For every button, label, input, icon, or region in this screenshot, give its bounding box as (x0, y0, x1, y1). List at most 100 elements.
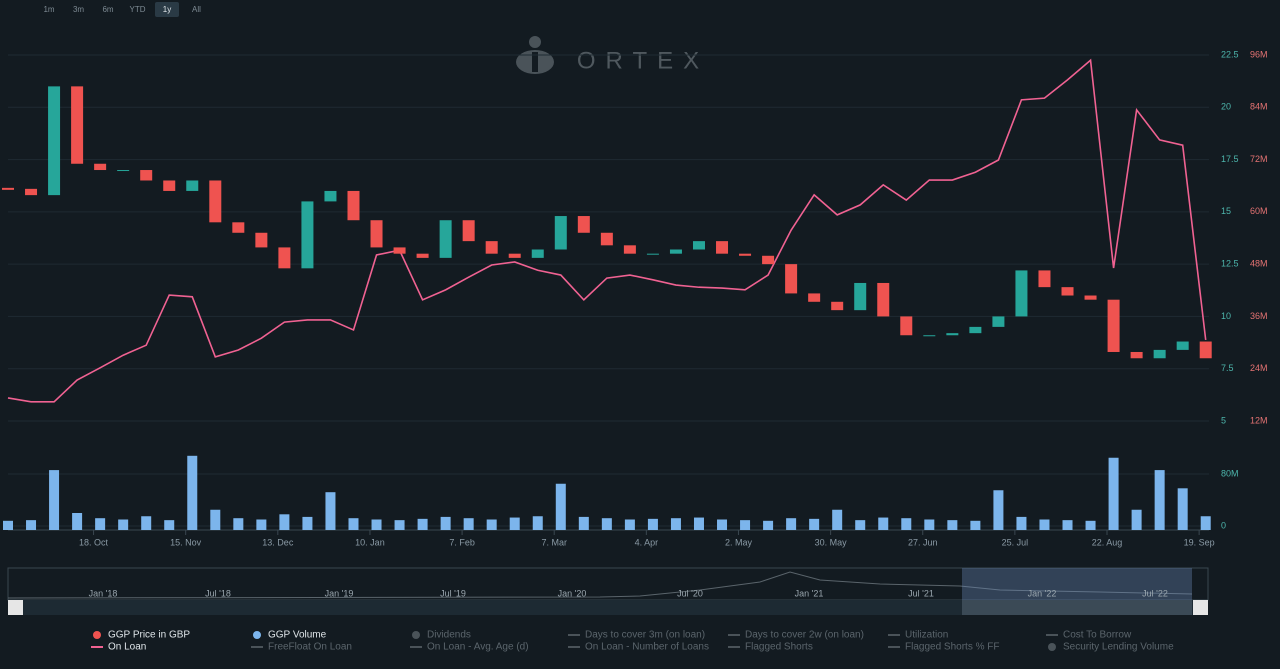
range-button[interactable]: 1m (43, 5, 54, 14)
volume-bar (601, 518, 612, 530)
range-button[interactable]: All (192, 5, 201, 14)
y-tick-label: 10 (1221, 311, 1231, 321)
volume-bar (26, 520, 37, 530)
candle (462, 220, 475, 242)
legend-item[interactable]: Days to cover 3m (on loan) (585, 630, 705, 641)
volume-bar (348, 518, 359, 530)
legend-item[interactable]: GGP Volume (268, 630, 327, 641)
legend-item[interactable]: On Loan - Number of Loans (585, 642, 709, 653)
volume-bar (970, 520, 981, 530)
x-tick-label: 19. Sep (1184, 537, 1215, 547)
candle (163, 180, 176, 191)
y2-tick-label: 12M (1250, 415, 1268, 425)
candle (1038, 270, 1051, 288)
y-tick-label: 12.5 (1221, 259, 1239, 269)
legend-item[interactable]: FreeFloat On Loan (268, 642, 352, 653)
candle (762, 255, 775, 265)
legend-item[interactable]: GGP Price in GBP (108, 630, 190, 641)
logo (516, 36, 554, 74)
range-button[interactable]: YTD (130, 5, 146, 14)
scroll-left[interactable] (8, 600, 23, 615)
x-tick-label: 7. Mar (541, 537, 567, 547)
range-button[interactable]: 6m (102, 5, 113, 14)
legend-item[interactable]: Days to cover 2w (on loan) (745, 630, 864, 641)
legend-item[interactable]: Security Lending Volume (1063, 642, 1174, 653)
navigator-label: Jul '21 (908, 588, 934, 598)
range-button-selected[interactable] (155, 2, 179, 17)
candle (94, 163, 107, 171)
candle (1199, 341, 1212, 359)
legend-item[interactable]: Utilization (905, 630, 948, 641)
volume-bar (555, 483, 566, 530)
volume-tick-label: 80M (1221, 468, 1239, 478)
volume-bar (578, 516, 589, 530)
y2-tick-label: 72M (1250, 154, 1268, 164)
volume-bar (532, 516, 543, 530)
volume-bar (371, 519, 382, 530)
y-tick-label: 22.5 (1221, 49, 1239, 59)
y-tick-label: 7.5 (1221, 363, 1234, 373)
legend-item[interactable]: On Loan - Avg. Age (d) (427, 642, 529, 653)
candle (370, 220, 383, 248)
volume-bar (417, 518, 428, 530)
candle (2, 187, 14, 190)
volume-bar (72, 513, 83, 530)
candle (692, 241, 705, 250)
candle (1130, 351, 1143, 359)
candle (48, 86, 61, 196)
range-button[interactable]: 3m (73, 5, 84, 14)
volume-bar (440, 516, 451, 530)
candle (831, 301, 844, 311)
legend-marker (412, 631, 420, 639)
volume-bar (463, 518, 474, 530)
volume-bar (947, 520, 958, 530)
navigator-label: Jan '21 (795, 588, 824, 598)
navigator-selection[interactable] (962, 568, 1192, 600)
legend-marker (93, 631, 101, 639)
legend-item[interactable]: On Loan (108, 642, 146, 653)
x-tick-label: 13. Dec (262, 537, 294, 547)
volume-bar (509, 517, 520, 530)
scrollbar (8, 600, 1208, 615)
legend-item[interactable]: Dividends (427, 630, 471, 641)
volume-bar (233, 518, 244, 530)
y2-tick-label: 24M (1250, 363, 1268, 373)
navigator-label: Jan '18 (89, 588, 118, 598)
volume-bar (647, 518, 658, 530)
navigator-label: Jan '19 (325, 588, 354, 598)
volume-bar (279, 514, 290, 530)
x-tick-label: 7. Feb (449, 537, 475, 547)
legend-item[interactable]: Flagged Shorts (745, 642, 813, 653)
volume-bar (141, 516, 152, 530)
candle (140, 170, 153, 181)
candle (186, 180, 199, 191)
candle (623, 245, 636, 254)
volume-bar (786, 518, 797, 530)
candle (900, 316, 913, 336)
scrollbar-thumb[interactable] (962, 600, 1192, 615)
candle (393, 247, 406, 254)
candle (577, 216, 590, 233)
volume-bar (901, 518, 912, 530)
volume-bar (809, 518, 820, 530)
x-tick-label: 25. Jul (1002, 537, 1029, 547)
volume-bar (1039, 519, 1050, 530)
legend-item[interactable]: Cost To Borrow (1063, 630, 1132, 641)
candle (117, 170, 130, 172)
legend-item[interactable]: Flagged Shorts % FF (905, 642, 999, 653)
candle (716, 241, 729, 254)
volume-bar (187, 455, 198, 530)
range-button[interactable]: 1y (163, 5, 171, 14)
y2-tick-label: 60M (1250, 206, 1268, 216)
candle (785, 264, 798, 294)
y-tick-label: 20 (1221, 102, 1231, 112)
volume-bar (3, 520, 13, 530)
candle (209, 180, 222, 223)
volume-bar (210, 509, 221, 530)
volume-bar (924, 519, 935, 530)
candle (669, 249, 682, 254)
candle (946, 333, 959, 336)
scroll-right[interactable] (1193, 600, 1208, 615)
